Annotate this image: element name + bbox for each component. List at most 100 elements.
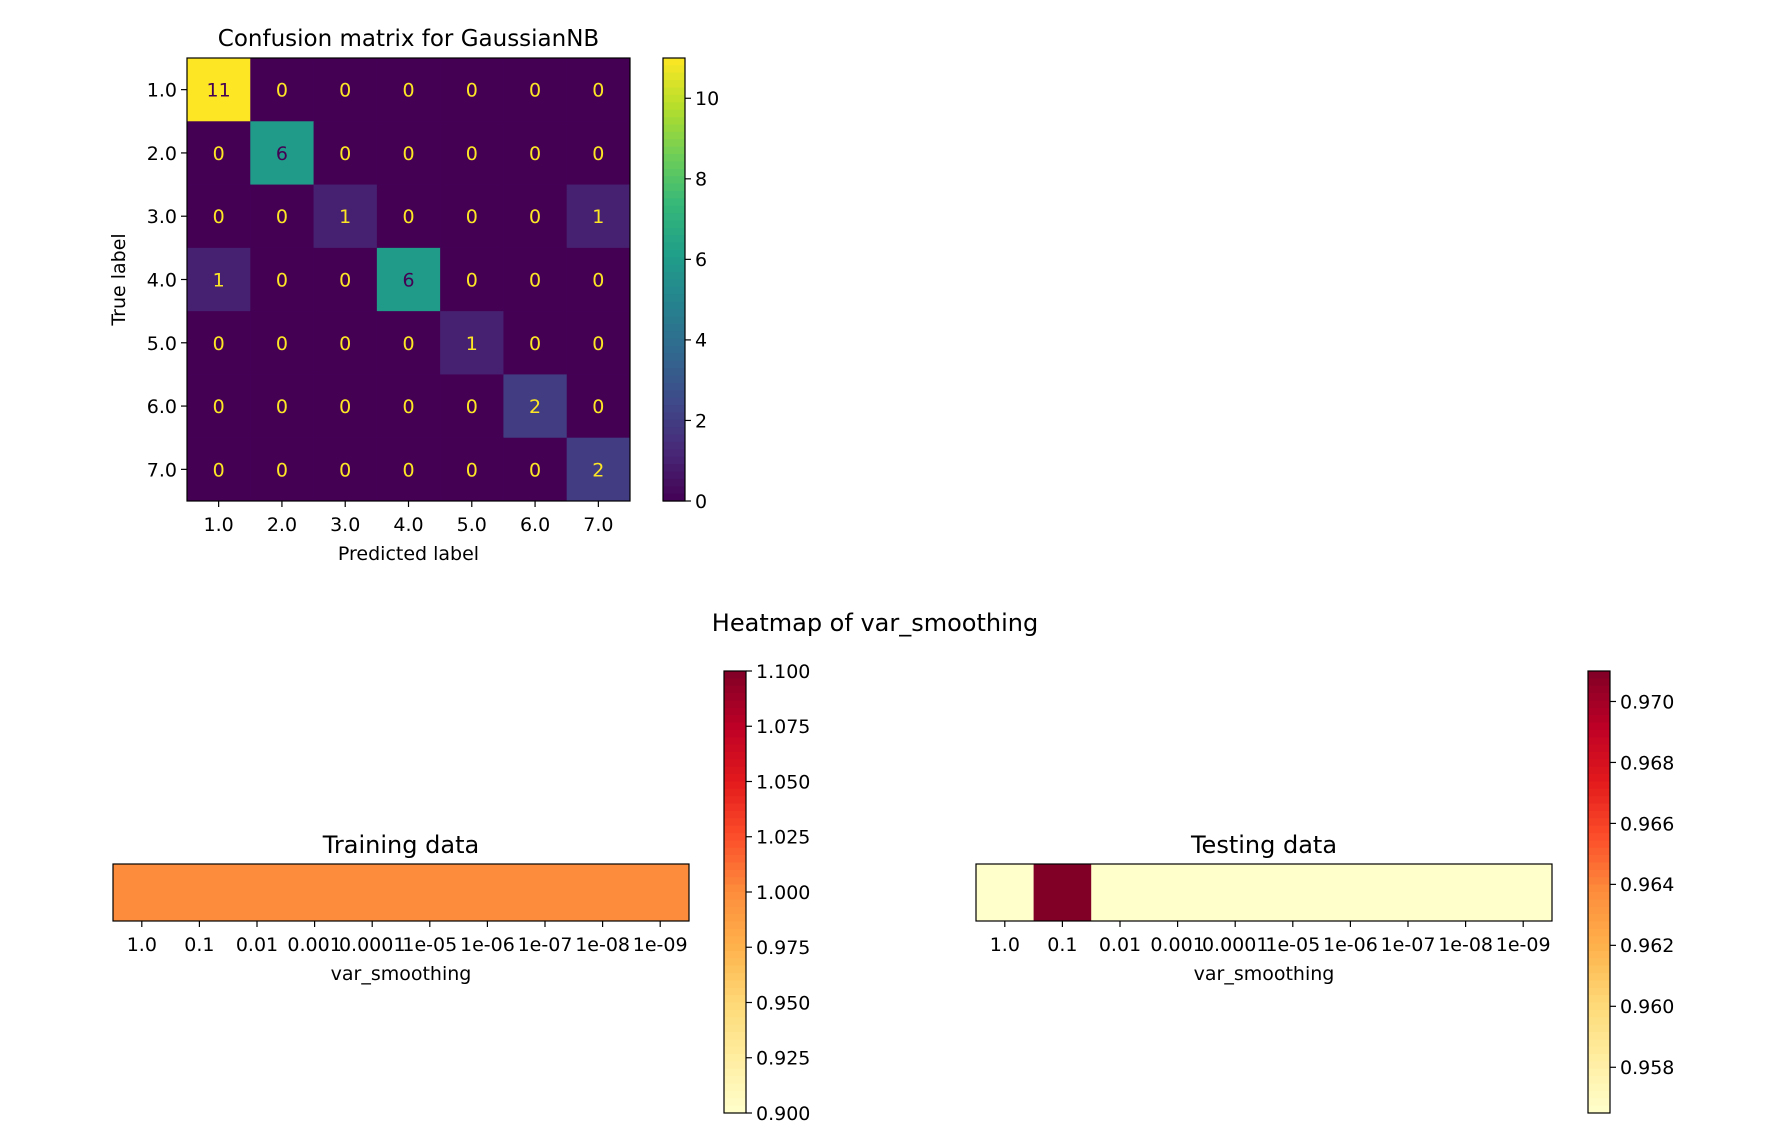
matrix-cell [250, 121, 315, 186]
colorbar-tick-label: 0.975 [756, 937, 810, 959]
x-tick-label: 4.0 [393, 514, 423, 536]
y-tick-label: 4.0 [147, 270, 177, 292]
chart-title: Testing data [1190, 831, 1337, 859]
matrix-cell-label: 11 [207, 80, 231, 102]
colorbar-gradient-segment [1588, 995, 1610, 1004]
colorbar-gradient-segment [663, 65, 685, 74]
colorbar-gradient-segment [724, 1105, 746, 1114]
colorbar-gradient-segment [724, 722, 746, 731]
colorbar-gradient-segment [1588, 928, 1610, 937]
colorbar-gradient-segment [663, 80, 685, 89]
colorbar-gradient-segment [1588, 869, 1610, 878]
colorbar-gradient-segment [663, 227, 685, 236]
colorbar-gradient-segment [724, 1054, 746, 1063]
matrix-cell-label: 0 [466, 143, 478, 165]
colorbar-gradient-segment [663, 176, 685, 185]
x-tick-label: 5.0 [457, 514, 487, 536]
colorbar-gradient-segment [724, 774, 746, 783]
colorbar-gradient-segment [724, 1068, 746, 1077]
colorbar-gradient-segment [663, 190, 685, 199]
matrix-cell-label: 0 [276, 333, 288, 355]
colorbar-gradient-segment [1588, 1076, 1610, 1085]
matrix-cell-label: 1 [466, 333, 478, 355]
matrix-cell-label: 0 [276, 80, 288, 102]
matrix-cell [187, 184, 251, 249]
colorbar-tick-label: 10 [695, 88, 719, 110]
matrix-cell-label: 0 [213, 459, 225, 481]
colorbar-gradient-segment [1588, 774, 1610, 783]
colorbar-gradient-segment [663, 161, 685, 170]
colorbar-gradient-segment [724, 980, 746, 989]
colorbar-gradient-segment [1588, 781, 1610, 790]
colorbar-gradient-segment [663, 368, 685, 377]
matrix-cell [250, 311, 315, 375]
matrix-cell-label: 0 [592, 270, 604, 292]
matrix-cell-label: 6 [276, 143, 288, 165]
matrix-cell [440, 374, 504, 439]
colorbar-tick-label: 0.962 [1620, 935, 1674, 957]
matrix-cell [313, 247, 378, 312]
matrix-cell [313, 311, 378, 375]
colorbar-gradient-segment [1588, 818, 1610, 827]
matrix-cell [440, 121, 504, 186]
colorbar-gradient-segment [663, 441, 685, 450]
matrix-cell-label: 0 [466, 206, 478, 228]
heatmap-cell [1494, 864, 1553, 921]
matrix-cell-label: 0 [529, 206, 541, 228]
colorbar-gradient-segment [1588, 715, 1610, 724]
matrix-cell-label: 1 [339, 206, 351, 228]
colorbar-gradient-segment [663, 94, 685, 103]
colorbar-gradient-segment [663, 139, 685, 148]
matrix-cell-label: 0 [592, 143, 604, 165]
colorbar-gradient-segment [663, 102, 685, 111]
colorbar-gradient-segment [1588, 1002, 1610, 1011]
matrix-cell-label: 2 [592, 459, 604, 481]
heatmap-cell [1033, 864, 1092, 921]
colorbar-gradient-segment [724, 766, 746, 775]
colorbar-gradient-segment [663, 257, 685, 266]
colorbar-tick-label: 0 [695, 491, 707, 513]
colorbar-gradient-segment [724, 943, 746, 952]
matrix-cell-label: 0 [213, 206, 225, 228]
matrix-cell-label: 0 [339, 459, 351, 481]
colorbar-gradient-segment [663, 493, 685, 502]
colorbar-gradient-segment [724, 877, 746, 886]
colorbar-gradient-segment [1588, 752, 1610, 760]
colorbar-gradient-segment [663, 87, 685, 96]
matrix-cell [313, 184, 378, 249]
colorbar-gradient-segment [1588, 729, 1610, 738]
colorbar-gradient-segment [724, 899, 746, 908]
matrix-cell [440, 184, 504, 249]
matrix-cell [250, 374, 315, 439]
matrix-cell-label: 0 [592, 333, 604, 355]
matrix-cell [376, 121, 441, 186]
colorbar-gradient-segment [724, 965, 746, 974]
matrix-cell [503, 184, 568, 249]
matrix-cell [503, 247, 568, 312]
colorbar-gradient-segment [1588, 980, 1610, 989]
colorbar-gradient-segment [663, 279, 685, 288]
colorbar-gradient-segment [663, 213, 685, 222]
matrix-cell-label: 0 [402, 206, 414, 228]
colorbar-gradient-segment [663, 360, 685, 369]
matrix-cell [250, 58, 315, 122]
colorbar-gradient-segment [724, 693, 746, 702]
colorbar-gradient-segment [724, 833, 746, 842]
matrix-cell [313, 121, 378, 186]
colorbar-gradient-segment [1588, 906, 1610, 915]
colorbar-gradient-segment [724, 1024, 746, 1033]
colorbar-gradient-segment [663, 72, 685, 81]
matrix-cell-label: 6 [402, 270, 414, 292]
colorbar-gradient-segment [1588, 759, 1610, 768]
matrix-cell [376, 247, 441, 312]
matrix-cell [566, 374, 631, 439]
x-tick-label: 1e-06 [460, 934, 515, 956]
matrix-cell [376, 184, 441, 249]
colorbar-gradient-segment [663, 449, 685, 458]
matrix-cell [376, 58, 441, 122]
matrix-cell-label: 0 [213, 333, 225, 355]
matrix-cell [250, 247, 315, 312]
x-tick-label: 0.0001 [339, 934, 405, 956]
matrix-cell [503, 374, 568, 439]
matrix-cell-label: 0 [339, 270, 351, 292]
